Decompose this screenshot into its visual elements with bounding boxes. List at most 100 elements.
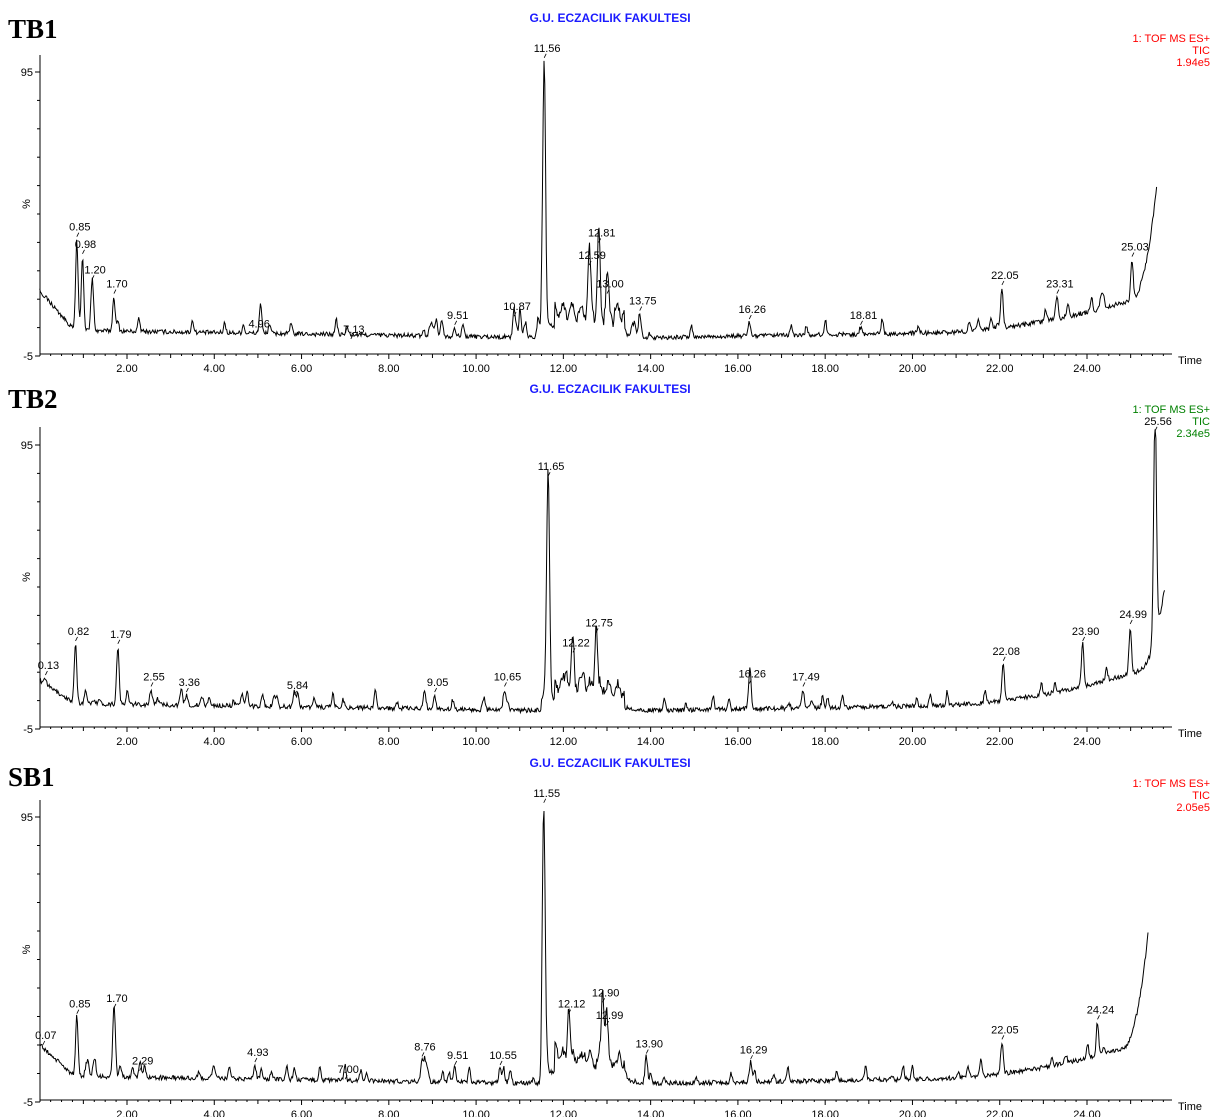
peak-leader	[543, 53, 547, 58]
peak-leader	[1129, 619, 1133, 625]
peak-leader	[802, 682, 806, 687]
peak-label: 12.90	[592, 987, 620, 999]
y-tick-label: 95	[21, 67, 33, 79]
peak-label: 11.65	[538, 461, 565, 473]
peak-label: 22.05	[991, 1024, 1019, 1036]
peak-leader	[75, 636, 78, 642]
panel-label: SB1	[8, 762, 55, 792]
peak-label: 12.12	[558, 999, 586, 1011]
x-tick-label: 10.00	[462, 736, 490, 748]
x-tick-label: 10.00	[462, 363, 490, 375]
y-tick-label: -5	[23, 351, 33, 363]
panel-header: G.U. ECZACILIK FAKULTESI	[529, 11, 690, 25]
peak-leader	[454, 1060, 458, 1066]
peak-leader	[434, 687, 437, 693]
peak-leader	[606, 1020, 609, 1026]
peak-leader	[185, 687, 189, 693]
peak-label: 24.24	[1087, 1004, 1115, 1016]
peak-leader	[113, 289, 117, 294]
peak-label: 25.03	[1121, 242, 1149, 254]
peak-leader	[639, 306, 643, 311]
peak-label: 22.05	[991, 270, 1019, 282]
info-line: 1: TOF MS ES+	[1132, 404, 1210, 416]
peak-leader	[606, 289, 610, 294]
y-tick-label: -5	[23, 724, 33, 736]
peak-label: 5.84	[287, 680, 308, 692]
peak-label: 24.99	[1119, 609, 1147, 621]
panel-tb2: TB2 G.U. ECZACILIK FAKULTESI 1: TOF MS ES+…	[8, 382, 1210, 748]
peak-label: 12.75	[585, 617, 613, 629]
x-tick-label: 6.00	[291, 736, 312, 748]
x-tick-label: 8.00	[378, 736, 399, 748]
tic-trace	[39, 429, 1165, 715]
peak-label: 12.22	[562, 637, 590, 649]
peak-label: 1.20	[84, 264, 105, 276]
tic-trace	[39, 810, 1149, 1087]
x-tick-label: 24.00	[1073, 1109, 1101, 1117]
peak-label: 0.07	[35, 1030, 56, 1042]
peak-label: 4.96	[248, 318, 269, 330]
peak-leader	[598, 238, 602, 243]
peak-leader	[588, 260, 592, 266]
x-tick-label: 14.00	[637, 736, 665, 748]
peak-leader	[45, 670, 48, 676]
peak-label: 3.36	[179, 677, 200, 689]
peak-leader	[1097, 1015, 1100, 1020]
x-axis-label: Time	[1178, 355, 1202, 367]
peak-label: 9.51	[447, 310, 468, 322]
x-tick-label: 24.00	[1073, 363, 1101, 375]
x-tick-label: 20.00	[899, 1109, 927, 1117]
peak-leader	[91, 275, 95, 280]
x-tick-label: 8.00	[378, 1109, 399, 1117]
peak-leader	[454, 320, 458, 325]
peak-leader	[1154, 426, 1158, 431]
peak-leader	[76, 232, 80, 237]
peak-label: 13.00	[596, 279, 624, 291]
peak-label: 18.81	[850, 310, 878, 322]
peak-label: 0.98	[75, 239, 96, 251]
peak-label: 1.70	[106, 279, 127, 291]
peak-label: 2.29	[132, 1056, 153, 1068]
y-tick-label: 95	[21, 440, 33, 452]
panel-header: G.U. ECZACILIK FAKULTESI	[529, 756, 690, 770]
info-line: 2.05e5	[1176, 802, 1210, 814]
x-tick-label: 10.00	[462, 1109, 490, 1117]
peak-label: 23.90	[1072, 626, 1100, 638]
peak-label: 4.93	[247, 1047, 268, 1059]
info-line: 2.34e5	[1176, 428, 1210, 440]
info-line: TIC	[1192, 416, 1210, 428]
peak-label: 12.99	[596, 1010, 624, 1022]
peak-label: 16.26	[738, 669, 766, 681]
peak-label: 12.81	[588, 227, 616, 239]
x-tick-label: 14.00	[637, 363, 665, 375]
peak-label: 7.13	[343, 324, 364, 336]
peak-leader	[499, 1060, 503, 1066]
peak-label: 17.49	[792, 671, 820, 683]
x-tick-label: 2.00	[116, 1109, 137, 1117]
peak-leader	[602, 998, 605, 1003]
peak-leader	[1056, 289, 1060, 294]
peak-label: 13.75	[629, 296, 657, 308]
x-tick-label: 8.00	[378, 363, 399, 375]
peak-label: 16.26	[738, 304, 766, 316]
peak-leader	[150, 682, 154, 687]
peak-label: 9.05	[427, 677, 448, 689]
peak-label: 0.82	[68, 626, 89, 638]
peak-leader	[350, 334, 354, 340]
x-tick-label: 4.00	[204, 363, 225, 375]
x-tick-label: 18.00	[811, 363, 839, 375]
x-tick-label: 18.00	[811, 736, 839, 748]
x-tick-label: 2.00	[116, 363, 137, 375]
peak-leader	[568, 1009, 571, 1014]
peak-label: 22.08	[992, 646, 1020, 658]
info-line: TIC	[1192, 790, 1210, 802]
peak-leader	[294, 690, 297, 696]
peak-leader	[254, 1057, 258, 1063]
x-tick-label: 12.00	[550, 363, 578, 375]
peak-leader	[117, 639, 121, 644]
info-line: 1: TOF MS ES+	[1132, 33, 1210, 45]
peak-leader	[513, 312, 517, 317]
peak-label: 23.31	[1046, 279, 1074, 291]
peak-label: 10.65	[494, 671, 522, 683]
peak-leader	[547, 472, 551, 477]
